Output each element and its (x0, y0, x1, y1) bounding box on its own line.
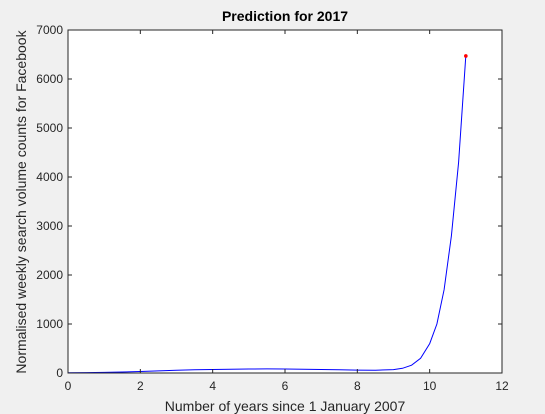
y-tick-label: 0 (56, 366, 63, 380)
chart-title: Prediction for 2017 (222, 8, 348, 24)
y-tick-label: 3000 (36, 219, 63, 233)
y-axis-label: Normalised weekly search volume counts f… (13, 29, 29, 373)
marker-layer (464, 54, 468, 58)
x-tick-label: 2 (137, 379, 144, 393)
x-tick-label: 6 (282, 379, 289, 393)
y-tick-label: 5000 (36, 121, 63, 135)
x-axis: 0 2 4 6 8 10 12 (65, 30, 509, 393)
x-axis-label: Number of years since 1 January 2007 (165, 398, 406, 414)
x-tick-label: 12 (495, 379, 509, 393)
prediction-point (464, 54, 468, 58)
y-tick-label: 1000 (36, 317, 63, 331)
y-axis: 0 1000 2000 3000 4000 5000 6000 7000 (36, 23, 502, 380)
x-tick-label: 10 (423, 379, 437, 393)
x-tick-label: 8 (354, 379, 361, 393)
series-line (67, 55, 467, 374)
y-tick-label: 4000 (36, 170, 63, 184)
y-tick-label: 2000 (36, 268, 63, 282)
y-tick-label: 6000 (36, 72, 63, 86)
series-layer (67, 55, 467, 374)
plot-area (68, 30, 502, 373)
x-tick-label: 4 (209, 379, 216, 393)
y-tick-label: 7000 (36, 23, 63, 37)
x-tick-label: 0 (65, 379, 72, 393)
